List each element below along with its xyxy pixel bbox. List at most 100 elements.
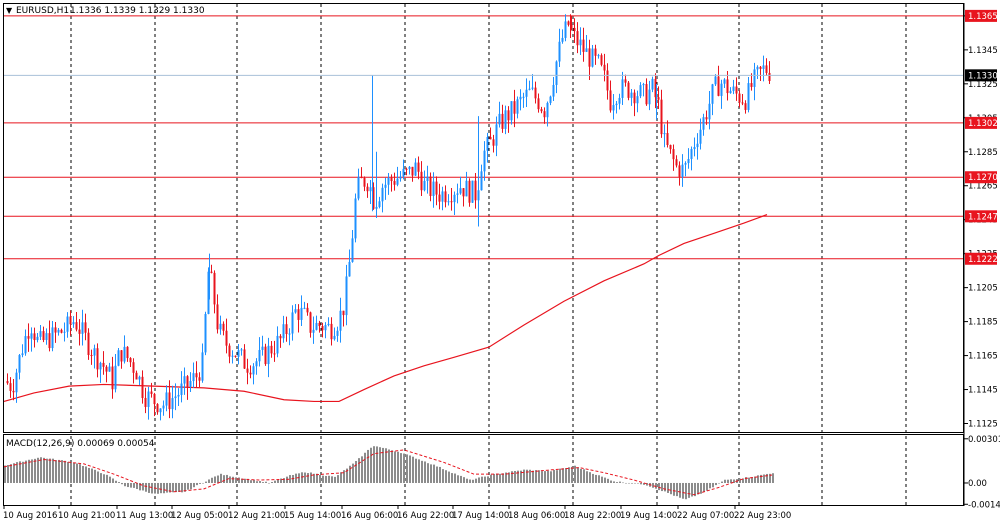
candle-body <box>93 348 96 356</box>
candle-body <box>546 102 549 118</box>
macd-bar <box>172 482 174 493</box>
macd-bar <box>202 482 204 484</box>
macd-bar <box>664 482 666 492</box>
level-tag-label-2: 1.1270 <box>968 173 998 183</box>
candle-body <box>639 85 642 97</box>
candle-body <box>630 92 633 98</box>
macd-layer <box>3 446 774 500</box>
candle-body <box>354 198 357 239</box>
candle-body <box>576 31 579 46</box>
candle-body <box>702 117 705 130</box>
candle-body <box>294 309 297 313</box>
candle-body <box>600 55 603 65</box>
macd-bar <box>508 472 510 483</box>
candle-body <box>63 331 66 333</box>
chart-menu-arrow[interactable]: ▼ <box>6 6 13 15</box>
candle-body <box>312 329 315 333</box>
candle-body <box>696 143 699 148</box>
macd-bar <box>115 480 117 483</box>
macd-bar <box>559 468 561 483</box>
macd-bar <box>499 473 501 483</box>
macd-bar <box>166 482 168 493</box>
candle-body <box>612 105 615 111</box>
candle-body <box>504 110 507 129</box>
macd-bar <box>772 473 774 483</box>
macd-bar <box>4 465 6 483</box>
candle-body <box>336 330 339 336</box>
macd-bar <box>679 482 681 498</box>
candle-body <box>588 48 591 67</box>
macd-bar <box>631 482 633 484</box>
candle-body <box>678 165 681 177</box>
candle-body <box>747 83 750 110</box>
candle-body <box>534 87 537 99</box>
macd-bar <box>538 470 540 483</box>
macd-bar <box>751 477 753 483</box>
candle-body <box>27 336 30 339</box>
candle-body <box>9 383 12 391</box>
candle-body <box>378 201 381 207</box>
candle-body <box>447 201 450 203</box>
candle-body <box>237 350 240 357</box>
candle-body <box>150 391 153 394</box>
macd-bar <box>520 470 522 483</box>
macd-bar <box>727 479 729 483</box>
macd-bar <box>742 478 744 483</box>
candle-body <box>126 346 129 359</box>
macd-bar <box>337 475 339 483</box>
candle-body <box>627 82 630 98</box>
candle-body <box>465 180 468 197</box>
candle-body <box>750 83 753 87</box>
candle-body <box>450 201 453 203</box>
candle-body <box>42 331 45 341</box>
candle-body <box>192 373 195 382</box>
candle-body <box>567 21 570 25</box>
candle-body <box>657 97 660 100</box>
macd-signal-line <box>3 449 773 496</box>
candle-body <box>363 178 366 187</box>
macd-bar <box>550 471 552 483</box>
macd-bar <box>466 478 468 483</box>
macd-bar <box>346 468 348 483</box>
candle-body <box>666 133 669 146</box>
candle-body <box>369 187 372 192</box>
candle-body <box>474 180 477 201</box>
macd-bar <box>430 464 432 483</box>
candle-body <box>408 166 411 170</box>
macd-bar <box>34 458 36 483</box>
macd-bar <box>319 475 321 483</box>
macd-bar <box>13 463 15 483</box>
candle-body <box>768 72 771 81</box>
level-tag-1 <box>965 116 997 129</box>
candle-body <box>210 271 213 273</box>
candle-body <box>18 355 21 373</box>
candle-body <box>468 180 471 203</box>
macd-bar <box>124 482 126 487</box>
macd-bar <box>52 458 54 483</box>
current-price-tag <box>965 69 997 82</box>
candle-body <box>684 163 687 165</box>
candle-body <box>198 377 201 381</box>
macd-bar <box>514 470 516 483</box>
macd-bar <box>688 482 690 498</box>
macd-bar <box>766 473 768 483</box>
candle-body <box>258 349 261 362</box>
candle-body <box>273 353 276 355</box>
candle-body <box>405 168 408 170</box>
macd-bar <box>139 482 141 491</box>
macd-bar <box>400 453 402 483</box>
candle-body <box>201 352 204 381</box>
candle-body <box>429 176 432 197</box>
candle-body <box>6 381 9 384</box>
candle-body <box>498 113 501 125</box>
candle-body <box>351 238 354 262</box>
x-tick-label-8: 17 Aug 14:00 <box>452 511 509 521</box>
macd-bar <box>169 482 171 493</box>
candle-body <box>531 87 534 89</box>
macd-bar <box>595 474 597 483</box>
macd-bar <box>484 476 486 483</box>
macd-bar <box>76 463 78 483</box>
candle-body <box>537 98 540 110</box>
candle-body <box>516 99 519 114</box>
candle-body <box>762 65 765 69</box>
